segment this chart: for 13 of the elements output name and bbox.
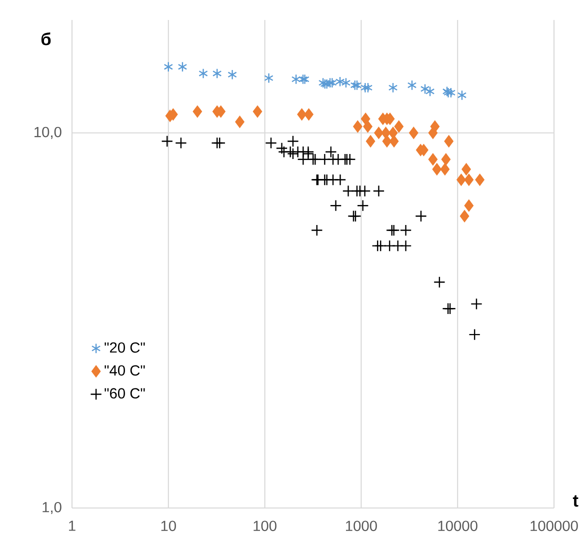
x-tick-label: 10000 [438, 520, 478, 532]
x-tick-label: 10 [161, 520, 176, 532]
y-tick-label: 1,0 [42, 502, 62, 514]
x-tick-label: 1 [69, 520, 76, 531]
x-axis-title: t [572, 495, 578, 507]
y-tick-label: 10,0 [34, 126, 62, 139]
legend-label: "40 C" [104, 365, 145, 376]
legend-label: "60 C" [104, 388, 145, 399]
y-axis-title: б [41, 32, 51, 46]
x-tick-label: 1000 [346, 520, 377, 532]
legend-label: "20 C" [104, 342, 145, 353]
x-tick-label: 100 [254, 520, 276, 532]
x-tick-label: 100000 [530, 520, 578, 532]
